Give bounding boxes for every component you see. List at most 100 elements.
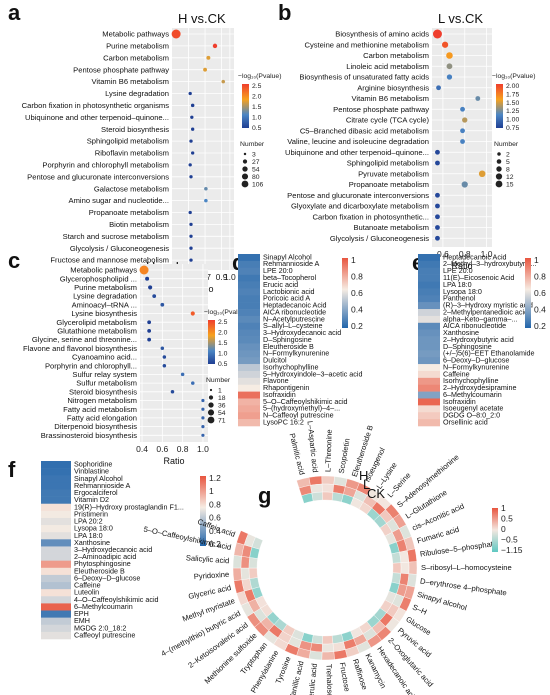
metabolite-label: Raffinose xyxy=(351,658,369,691)
pathway-label: Vitamin B6 metabolism xyxy=(91,77,169,86)
circular-cell xyxy=(308,650,323,661)
heatmap-cell xyxy=(41,532,71,540)
color-legend-tick: 2.0 xyxy=(252,94,262,101)
size-legend-title: Number xyxy=(240,141,265,148)
color-legend-title: −log₁₀(Pvalue) xyxy=(492,73,535,80)
color-legend-title: −log₁₀(Pvalue) xyxy=(238,73,281,80)
row-label: N–Formylkynurenine xyxy=(443,362,509,371)
size-legend-value: 106 xyxy=(252,181,264,188)
heatmap-cell xyxy=(418,288,440,296)
data-point xyxy=(190,311,195,316)
panel-b: b L vs.CK Biosynthesis of amino acidsCyste… xyxy=(278,0,535,271)
pathway-label: Carbon fixation in photosynthetic... xyxy=(312,212,429,221)
row-label: 3–Hydroxydecanoic acid xyxy=(263,328,341,337)
size-legend-dot xyxy=(496,159,502,164)
data-point xyxy=(160,346,165,351)
data-point xyxy=(435,149,440,155)
row-label: Eleutheroside B xyxy=(74,566,125,575)
metabolite-label: Trehalose xyxy=(324,664,334,695)
data-point xyxy=(446,74,453,80)
heatmap-cell xyxy=(418,412,440,420)
x-tick-label: 1.0 xyxy=(481,249,493,259)
size-legend-value: 18 xyxy=(218,395,226,402)
heatmap-cell xyxy=(41,624,71,633)
ring-label: L xyxy=(363,477,370,492)
pathway-label: Glycolysis / Gluconeogenesis xyxy=(70,244,169,253)
x-axis-label: Ratio xyxy=(163,456,184,466)
size-legend-dot xyxy=(495,173,503,180)
heatmap-cell xyxy=(41,482,71,490)
data-point xyxy=(188,163,192,167)
heatmap-cell xyxy=(238,295,260,303)
heatmap-cell xyxy=(41,567,71,576)
data-point xyxy=(221,79,226,84)
circular-cell xyxy=(311,634,323,645)
pathway-label: Cyanoamino acid... xyxy=(72,353,137,362)
plot-background xyxy=(140,264,208,442)
data-point xyxy=(188,91,192,96)
heatmap-cell xyxy=(238,322,260,330)
circular-cell xyxy=(232,554,243,569)
row-label: MGDG 2:0_18:2 xyxy=(74,623,126,632)
row-label: AICA ribonucleotide xyxy=(443,321,506,330)
color-scale-tick: 1 xyxy=(501,503,506,513)
circular-cell xyxy=(308,475,323,486)
color-scale-tick: 0.6 xyxy=(209,513,221,523)
circular-cell xyxy=(310,642,323,653)
size-legend-value: 15 xyxy=(506,181,514,188)
data-point xyxy=(147,329,152,333)
heatmap-cell xyxy=(418,309,440,317)
row-label: S–allyl–L–cysteine xyxy=(263,321,323,330)
circular-cell xyxy=(391,572,402,585)
heatmap-cell xyxy=(41,589,71,597)
color-legend-tick: 1.75 xyxy=(506,91,519,98)
row-label: LysoPC 16:2 xyxy=(263,417,304,426)
pathway-label: Butanoate metabolism xyxy=(353,223,429,232)
heatmap-cell xyxy=(418,350,440,358)
data-point xyxy=(191,127,195,131)
color-scale-tick: −1.15 xyxy=(501,545,523,555)
color-legend-tick: 2.0 xyxy=(218,330,228,337)
x-tick-label: 0.9 xyxy=(216,272,228,282)
heatmap-cell xyxy=(238,329,260,337)
color-legend-tick: 1.0 xyxy=(218,351,228,358)
row-label: Vinblastine xyxy=(74,467,109,476)
row-label: Pristimerin xyxy=(74,509,108,518)
size-legend-value: 8 xyxy=(506,166,510,173)
pathway-label: Porphyrin and chlorophyll metabolism xyxy=(42,161,169,170)
circular-cell xyxy=(232,567,243,582)
row-label: Isorhychophylline xyxy=(263,362,319,371)
row-label: 5–O–Caffeoylshikimic acid xyxy=(263,397,348,406)
pathway-label: Flavone and flavonol biosynthesis xyxy=(23,344,137,353)
row-label: 3–Hydroxydecanoic acid xyxy=(74,545,152,554)
row-label: Isoeugenyl acetate xyxy=(443,404,503,413)
data-point xyxy=(461,181,468,188)
data-point xyxy=(206,55,211,60)
color-legend-tick: 1.0 xyxy=(252,115,262,122)
row-label: Poricoic acid A xyxy=(263,294,310,303)
data-point xyxy=(435,160,440,166)
row-label: Sinapyl Alcohol xyxy=(74,474,123,483)
heatmap-cell xyxy=(238,357,260,365)
size-legend-title: Number xyxy=(494,141,519,148)
row-label: 2–Aminoadipic acid xyxy=(74,552,136,561)
metabolite-label: Salicylic acid xyxy=(186,553,230,565)
heatmap-cell xyxy=(418,336,440,344)
circular-cell xyxy=(240,567,250,580)
data-point xyxy=(160,302,165,307)
heatmap-cell xyxy=(418,267,440,275)
pathway-label: Amino sugar and nucleotide... xyxy=(69,196,169,205)
color-legend-tick: 0.5 xyxy=(218,361,228,368)
color-legend-bar xyxy=(208,320,215,364)
row-label: Orsellinic acid xyxy=(443,417,488,426)
data-point xyxy=(441,41,449,48)
x-tick-label: 0.8 xyxy=(459,249,471,259)
data-point xyxy=(162,363,167,368)
metabolite-label: S–ribosyl–L–homocysteine xyxy=(421,563,512,572)
pathway-label: Galactose metabolism xyxy=(94,184,169,193)
size-legend-dot xyxy=(208,395,214,400)
color-legend-tick: 1.25 xyxy=(506,108,519,115)
plot-background xyxy=(172,28,234,270)
